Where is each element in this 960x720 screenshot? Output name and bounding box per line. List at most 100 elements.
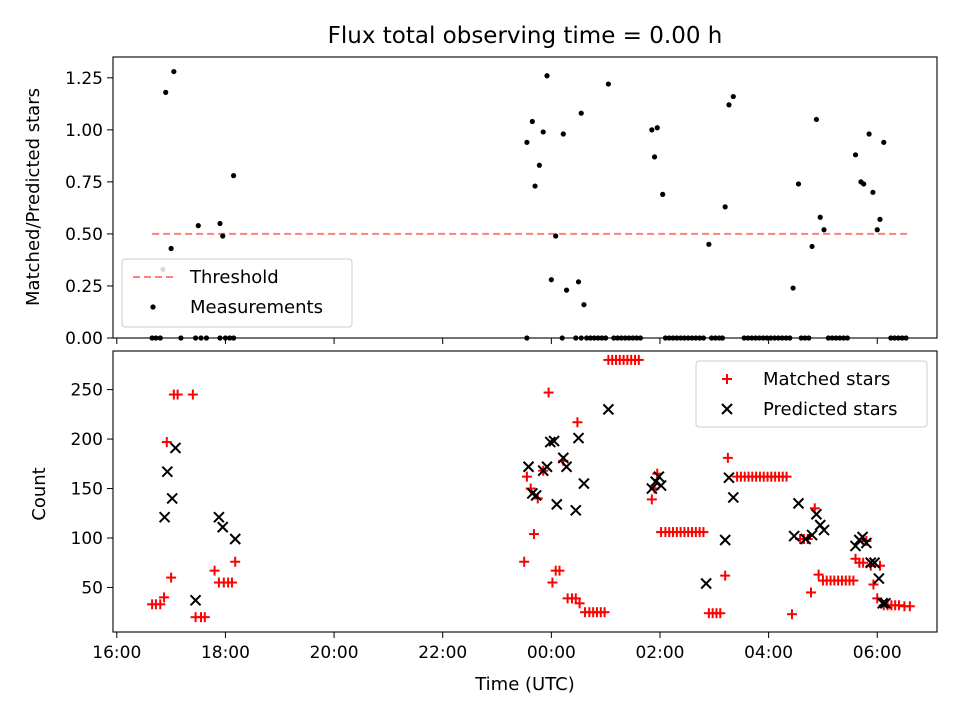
predicted-star-point bbox=[806, 529, 818, 541]
predicted-legend-marker bbox=[721, 403, 733, 415]
predicted-star-point bbox=[799, 533, 812, 545]
predicted-star-point-b bbox=[646, 482, 658, 495]
measurement-point bbox=[861, 181, 867, 187]
top-y-ticks: 0.00 0.25 0.50 0.75 1.00 1.25 bbox=[65, 69, 113, 349]
matched-star-point bbox=[813, 569, 824, 580]
measurement-point bbox=[722, 204, 728, 210]
predicted-star-point-b bbox=[557, 452, 570, 464]
matched-star-point bbox=[858, 557, 869, 568]
predicted-star-point-b bbox=[856, 531, 869, 543]
measurements-legend-swatch bbox=[150, 304, 156, 310]
predicted-star-point bbox=[873, 572, 885, 585]
predicted-star-point bbox=[856, 531, 869, 543]
bottom-panel: Count 50 100 150 200 250 16:00 18:00 20:00 22:0… bbox=[29, 350, 938, 695]
matched-star-point bbox=[528, 529, 539, 540]
measurement-point bbox=[795, 181, 802, 187]
predicted-star-point-b bbox=[560, 461, 573, 473]
predicted-star-point-b bbox=[723, 471, 735, 484]
predicted-star-point bbox=[217, 521, 229, 533]
bottom-ytick-label: 250 bbox=[71, 381, 103, 401]
predicted-star-point-b bbox=[700, 577, 712, 590]
predicted-star-point bbox=[158, 511, 171, 523]
predicted-star-point bbox=[570, 504, 582, 517]
matched-star-point bbox=[805, 587, 816, 598]
predicted-star-point-b bbox=[217, 521, 229, 533]
matched-star-point bbox=[226, 577, 237, 588]
matched-star-point bbox=[904, 601, 915, 612]
matched-star-point bbox=[574, 598, 585, 609]
matched-star-point bbox=[781, 471, 792, 482]
predicted-star-point bbox=[548, 435, 560, 447]
top-ytick-label: 0.25 bbox=[65, 277, 103, 297]
bottom-xtick-label: 04:00 bbox=[744, 643, 793, 663]
measurement-point bbox=[605, 81, 611, 87]
predicted-star-point bbox=[818, 524, 830, 536]
predicted-legend-marker-b bbox=[721, 403, 733, 415]
predicted-star-point bbox=[876, 597, 889, 610]
predicted-star-point-b bbox=[849, 540, 862, 552]
predicted-star-point bbox=[522, 461, 535, 473]
predicted-star-point-b bbox=[806, 529, 818, 541]
predicted-star-point bbox=[578, 477, 590, 490]
top-legend-box bbox=[121, 258, 353, 328]
measurement-point bbox=[870, 189, 876, 195]
predicted-star-point-b bbox=[860, 537, 873, 549]
predicted-star-point-b bbox=[526, 487, 539, 500]
predicted-star-point bbox=[849, 540, 862, 552]
predicted-star-point bbox=[213, 511, 225, 523]
bottom-plot-area bbox=[147, 354, 915, 623]
bottom-x-ticks: 16:00 18:00 20:00 22:00 00:00 02:00 04:00 06:00 bbox=[92, 632, 902, 663]
predicted-star-point-b bbox=[548, 435, 560, 447]
measurements-legend-label: Measurements bbox=[190, 297, 323, 318]
matched-star-point bbox=[199, 612, 210, 623]
predicted-star-point bbox=[544, 436, 556, 448]
measurement-point bbox=[877, 216, 883, 222]
predicted-star-point bbox=[557, 452, 570, 464]
matched-star-point bbox=[161, 437, 172, 448]
predicted-star-point-b bbox=[876, 597, 889, 610]
bottom-ytick-label: 100 bbox=[71, 529, 103, 549]
measurement-point bbox=[548, 277, 554, 283]
predicted-star-point bbox=[551, 498, 563, 511]
predicted-star-point-b bbox=[213, 511, 225, 523]
predicted-star-point-b bbox=[189, 594, 202, 607]
measurement-point bbox=[706, 241, 712, 247]
predicted-star-point-b bbox=[792, 497, 805, 510]
predicted-star-point bbox=[719, 534, 731, 546]
predicted-star-point bbox=[530, 489, 542, 502]
predicted-star-point-b bbox=[158, 511, 171, 523]
predicted-star-point-b bbox=[799, 533, 812, 545]
predicted-star-point bbox=[792, 497, 805, 510]
predicted-star-point-b bbox=[649, 475, 662, 488]
predicted-star-point-b bbox=[572, 432, 585, 444]
top-ytick-label: 0.75 bbox=[65, 173, 103, 193]
predicted-star-point-b bbox=[530, 489, 542, 502]
predicted-star-point-b bbox=[551, 498, 563, 511]
predicted-star-point-b bbox=[541, 461, 553, 473]
top-ytick-label: 1.25 bbox=[65, 69, 103, 89]
matched-star-point bbox=[722, 452, 733, 463]
measurement-point bbox=[813, 116, 820, 123]
matched-star-point bbox=[868, 579, 879, 590]
measurement-point bbox=[532, 183, 538, 189]
top-panel: Matched/Predicted stars 0.00 0.25 0.50 0.75… bbox=[23, 56, 938, 349]
bottom-axes-frame bbox=[112, 350, 938, 633]
measurement-point bbox=[168, 245, 174, 252]
predicted-star-point bbox=[868, 557, 881, 569]
bottom-ytick-label: 200 bbox=[71, 430, 103, 450]
matched-star-point bbox=[646, 494, 657, 505]
bottom-y-ticks: 50 100 150 200 250 bbox=[71, 381, 113, 598]
measurement-point bbox=[790, 285, 796, 291]
matched-star-point bbox=[848, 575, 859, 586]
bottom-y-axis-label: Count bbox=[29, 467, 50, 520]
predicted-star-point-b bbox=[655, 479, 667, 492]
predicted-star-point bbox=[788, 530, 800, 542]
measurement-point bbox=[654, 125, 660, 131]
predicted-star-point-b bbox=[727, 491, 740, 504]
measurement-point bbox=[529, 118, 535, 125]
matched-star-point bbox=[155, 599, 166, 610]
predicted-star-point bbox=[646, 482, 658, 495]
measurement-point bbox=[874, 227, 880, 233]
bottom-xtick-label: 16:00 bbox=[92, 643, 141, 663]
